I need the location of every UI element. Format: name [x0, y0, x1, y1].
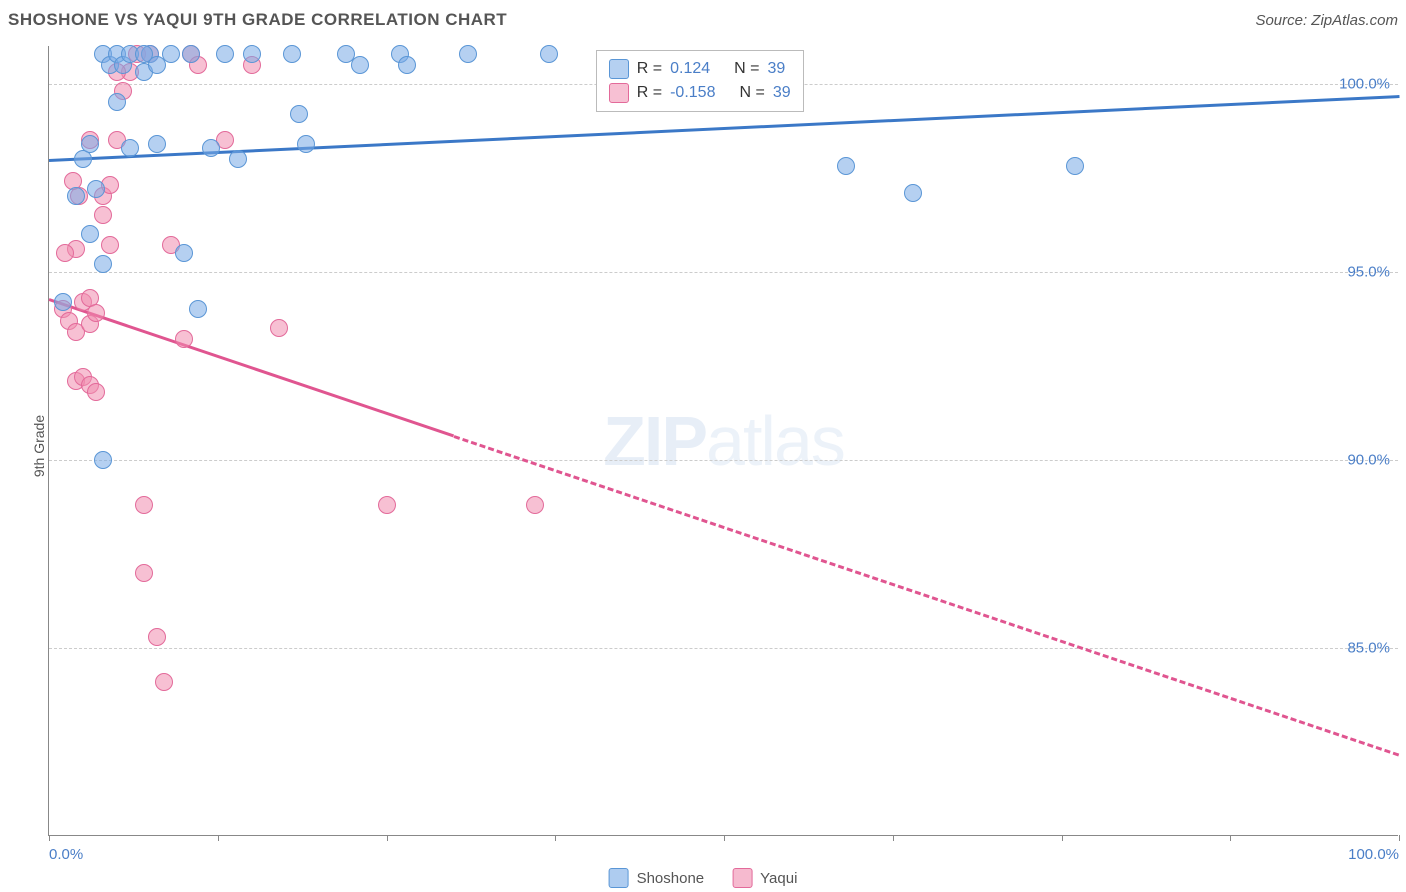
scatter-point-yaqui	[94, 206, 112, 224]
scatter-point-shoshone	[297, 135, 315, 153]
regression-line	[49, 298, 455, 437]
regression-line	[454, 435, 1400, 756]
x-tick-mark	[1062, 835, 1063, 841]
scatter-point-yaqui	[87, 383, 105, 401]
x-tick-mark	[1230, 835, 1231, 841]
scatter-point-shoshone	[108, 93, 126, 111]
scatter-point-shoshone	[189, 300, 207, 318]
gridline-horizontal	[49, 460, 1398, 461]
scatter-point-shoshone	[229, 150, 247, 168]
legend-n-value: 39	[767, 60, 785, 78]
bottom-legend: Shoshone Yaqui	[609, 868, 798, 888]
scatter-point-yaqui	[101, 236, 119, 254]
x-tick-mark	[218, 835, 219, 841]
legend-swatch-icon	[609, 83, 629, 103]
chart-plot-area: ZIPatlas 85.0%90.0%95.0%100.0%0.0%100.0%…	[48, 46, 1398, 836]
scatter-point-shoshone	[162, 45, 180, 63]
scatter-point-shoshone	[94, 451, 112, 469]
scatter-point-shoshone	[81, 135, 99, 153]
scatter-point-shoshone	[175, 244, 193, 262]
x-tick-label: 0.0%	[49, 846, 83, 863]
legend-label: Shoshone	[637, 870, 705, 887]
scatter-point-yaqui	[526, 496, 544, 514]
scatter-point-shoshone	[182, 45, 200, 63]
legend-r-label: R =	[637, 60, 662, 78]
legend-row-yaqui: R = -0.158 N = 39	[609, 81, 791, 105]
scatter-point-yaqui	[56, 244, 74, 262]
x-tick-mark	[49, 835, 50, 841]
scatter-point-yaqui	[135, 564, 153, 582]
gridline-horizontal	[49, 272, 1398, 273]
scatter-point-yaqui	[135, 496, 153, 514]
x-tick-mark	[1399, 835, 1400, 841]
scatter-point-shoshone	[459, 45, 477, 63]
legend-swatch-icon	[609, 868, 629, 888]
scatter-point-shoshone	[283, 45, 301, 63]
legend-n-label: N =	[734, 60, 759, 78]
legend-n-value: 39	[773, 84, 791, 102]
scatter-point-shoshone	[243, 45, 261, 63]
scatter-point-shoshone	[148, 135, 166, 153]
legend-r-value: -0.158	[670, 84, 715, 102]
y-tick-label: 95.0%	[1347, 263, 1390, 280]
scatter-point-yaqui	[87, 304, 105, 322]
correlation-legend: R =0.124N =39R =-0.158N =39	[596, 50, 804, 112]
x-tick-mark	[555, 835, 556, 841]
scatter-point-shoshone	[121, 139, 139, 157]
scatter-point-shoshone	[87, 180, 105, 198]
legend-swatch-icon	[732, 868, 752, 888]
scatter-point-shoshone	[837, 157, 855, 175]
scatter-point-shoshone	[81, 225, 99, 243]
scatter-point-shoshone	[904, 184, 922, 202]
x-tick-mark	[387, 835, 388, 841]
legend-swatch-icon	[609, 59, 629, 79]
watermark: ZIPatlas	[603, 401, 844, 481]
legend-item-yaqui: Yaqui	[732, 868, 797, 888]
y-tick-label: 100.0%	[1339, 75, 1390, 92]
scatter-point-shoshone	[540, 45, 558, 63]
scatter-point-yaqui	[175, 330, 193, 348]
scatter-point-yaqui	[148, 628, 166, 646]
scatter-point-shoshone	[351, 56, 369, 74]
y-tick-label: 90.0%	[1347, 451, 1390, 468]
legend-item-shoshone: Shoshone	[609, 868, 705, 888]
y-tick-label: 85.0%	[1347, 639, 1390, 656]
legend-r-value: 0.124	[670, 60, 710, 78]
scatter-point-shoshone	[94, 255, 112, 273]
scatter-point-shoshone	[202, 139, 220, 157]
x-tick-label: 100.0%	[1348, 846, 1399, 863]
scatter-point-yaqui	[378, 496, 396, 514]
chart-title: SHOSHONE VS YAQUI 9TH GRADE CORRELATION …	[8, 10, 507, 30]
x-tick-mark	[724, 835, 725, 841]
scatter-point-yaqui	[270, 319, 288, 337]
scatter-point-shoshone	[216, 45, 234, 63]
legend-label: Yaqui	[760, 870, 797, 887]
x-tick-mark	[893, 835, 894, 841]
scatter-point-shoshone	[290, 105, 308, 123]
scatter-point-shoshone	[67, 187, 85, 205]
scatter-point-shoshone	[398, 56, 416, 74]
gridline-horizontal	[49, 648, 1398, 649]
scatter-point-shoshone	[54, 293, 72, 311]
legend-row-shoshone: R = 0.124 N = 39	[609, 57, 791, 81]
scatter-point-shoshone	[1066, 157, 1084, 175]
y-axis-label: 9th Grade	[31, 415, 47, 477]
scatter-point-yaqui	[155, 673, 173, 691]
legend-r-label: R =	[637, 84, 662, 102]
chart-source: Source: ZipAtlas.com	[1255, 12, 1398, 29]
legend-n-label: N =	[739, 84, 764, 102]
scatter-point-shoshone	[135, 45, 153, 63]
